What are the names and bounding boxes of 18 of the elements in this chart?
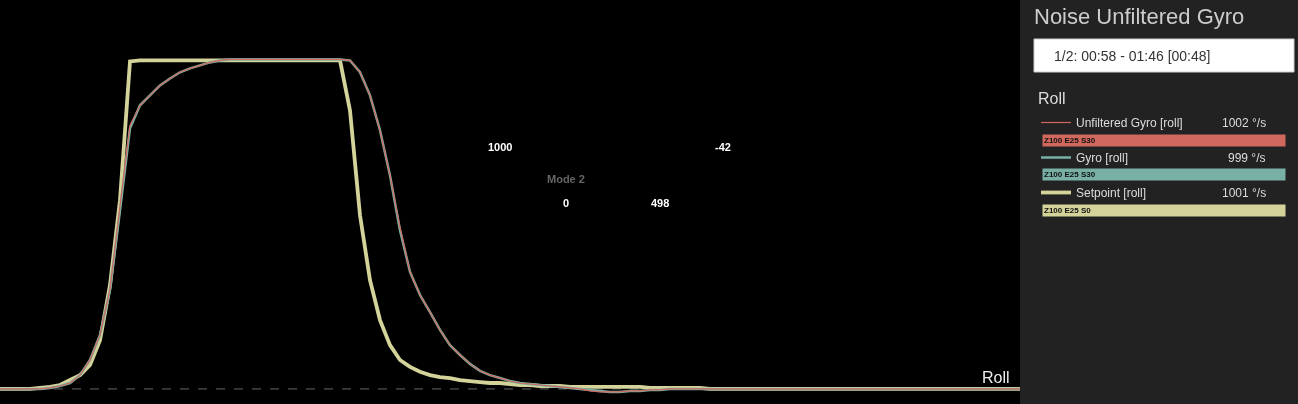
annotation: 0 — [563, 197, 570, 209]
annotation: Mode 2 — [547, 173, 585, 185]
text: 999 °/s — [1228, 151, 1266, 165]
text: 1002 °/s — [1222, 116, 1267, 130]
text: 1001 °/s — [1222, 186, 1267, 200]
annotation: Roll — [982, 369, 1010, 386]
text: Z100 E25 S30 — [1044, 136, 1096, 145]
text: Noise Unfiltered Gyro — [1034, 3, 1245, 29]
annotation: 1000 — [488, 141, 513, 153]
annotation: 498 — [651, 197, 670, 209]
text: Z100 E25 S30 — [1044, 170, 1096, 179]
legend-label: Setpoint [roll] — [1076, 186, 1147, 201]
text: Z100 E25 S0 — [1044, 206, 1092, 215]
annotation: -42 — [715, 141, 731, 153]
text: Roll — [1038, 90, 1066, 107]
legend-label: Gyro [roll] — [1076, 151, 1129, 166]
legend-label: Unfiltered Gyro [roll] — [1076, 116, 1183, 131]
text: 1/2: 00:58 - 01:46 [00:48] — [1054, 48, 1211, 64]
